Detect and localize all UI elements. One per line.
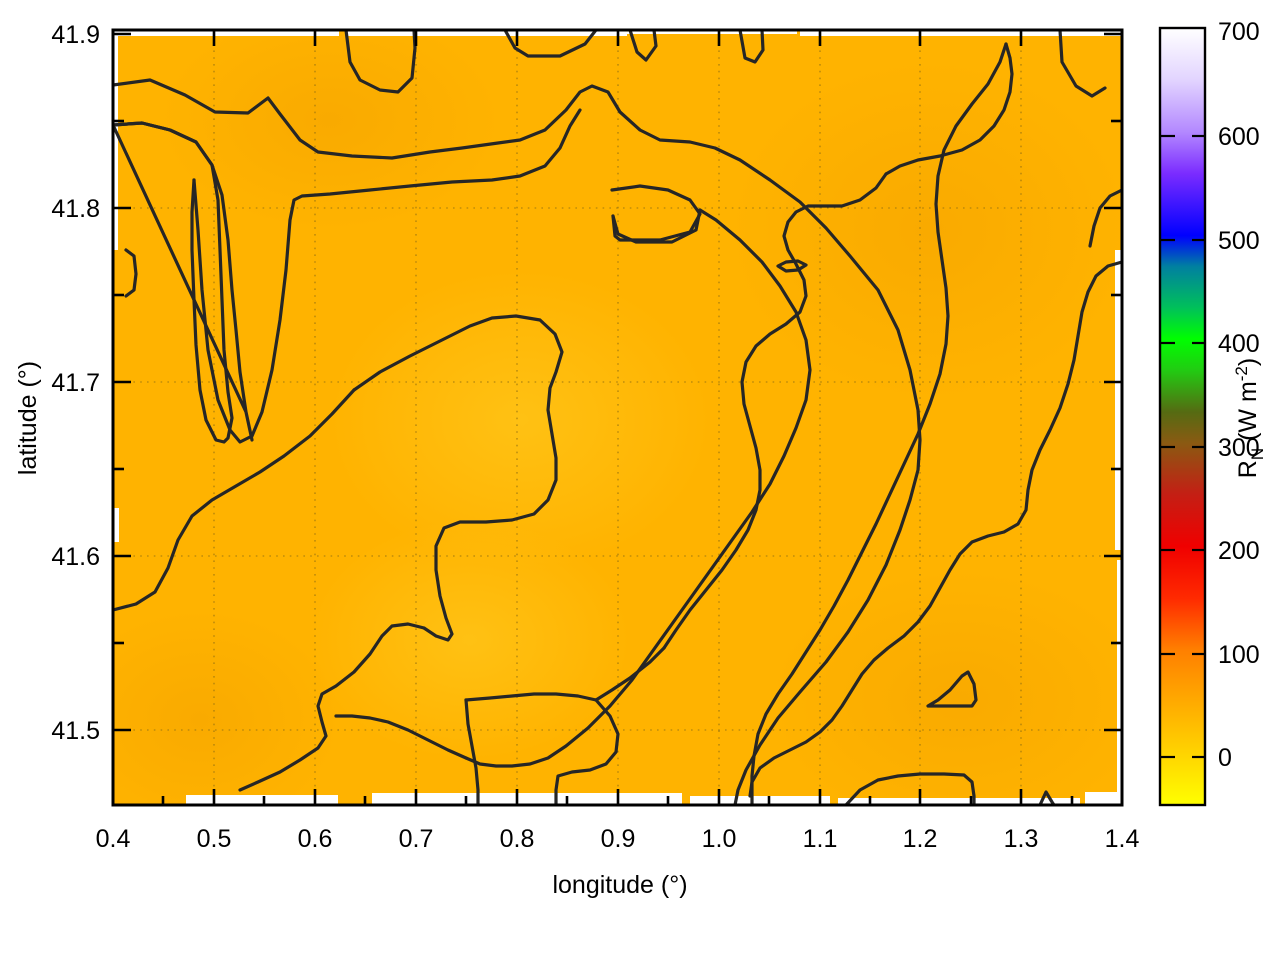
- colorbar-tick-label: 300: [1218, 434, 1260, 462]
- x-axis-title: longitude (°): [552, 871, 687, 899]
- colorbar-tick-labels: 0 100 200 300 400 500 600 700: [1218, 18, 1260, 772]
- colorbar-tick-label: 500: [1218, 227, 1260, 255]
- plot-area: [111, 28, 1124, 807]
- x-tick-labels: 0.4 0.5 0.6 0.7 0.8 0.9 1.0 1.1 1.2 1.3 …: [96, 825, 1140, 853]
- colorbar-title: RN (W m-2): [1232, 358, 1267, 478]
- x-tick-label: 0.5: [197, 825, 232, 853]
- colorbar-frame: [1158, 26, 1207, 807]
- y-tick-label: 41.6: [51, 543, 100, 571]
- x-tick-label: 1.4: [1105, 825, 1140, 853]
- colorbar-title-sub: N: [1248, 448, 1267, 460]
- colorbar-tick-label: 700: [1218, 18, 1260, 46]
- colorbar-tick-label: 600: [1218, 123, 1260, 151]
- colorbar-tick-label: 0: [1218, 744, 1232, 772]
- colorbar-title-unit-post: ): [1234, 358, 1262, 366]
- colorbar: 0 100 200 300 400 500 600 700 RN (W m-2): [1158, 18, 1267, 807]
- y-tick-label: 41.8: [51, 195, 100, 223]
- x-tick-label: 0.6: [298, 825, 333, 853]
- contour-lines: [113, 30, 1122, 805]
- y-tick-label: 41.9: [51, 21, 100, 49]
- y-axis-title: latitude (°): [14, 361, 42, 475]
- y-tick-label: 41.5: [51, 717, 100, 745]
- colorbar-title-unit-pre: (W m: [1234, 381, 1262, 448]
- x-tick-label: 0.7: [399, 825, 434, 853]
- no-data-mask: [113, 30, 1122, 805]
- field-variation: [113, 30, 1122, 805]
- x-tick-label: 0.9: [601, 825, 636, 853]
- colorbar-title-main: R: [1234, 460, 1262, 478]
- colorbar-gradient: [1160, 28, 1205, 805]
- axis-ticks: [111, 30, 1124, 805]
- x-tick-label: 1.2: [903, 825, 938, 853]
- y-tick-label: 41.7: [51, 369, 100, 397]
- x-tick-label: 0.4: [96, 825, 131, 853]
- colorbar-tick-label: 200: [1218, 537, 1260, 565]
- x-tick-label: 1.0: [702, 825, 737, 853]
- colorbar-title-unit-sup: -2: [1232, 366, 1251, 381]
- y-tick-labels: 41.9 41.8 41.7 41.6 41.5: [51, 21, 100, 745]
- x-tick-label: 1.3: [1004, 825, 1039, 853]
- x-tick-label: 1.1: [803, 825, 838, 853]
- x-tick-label: 0.8: [500, 825, 535, 853]
- colorbar-tick-label: 100: [1218, 641, 1260, 669]
- colorbar-tick-label: 400: [1218, 330, 1260, 358]
- colorbar-ticks: [1160, 134, 1205, 759]
